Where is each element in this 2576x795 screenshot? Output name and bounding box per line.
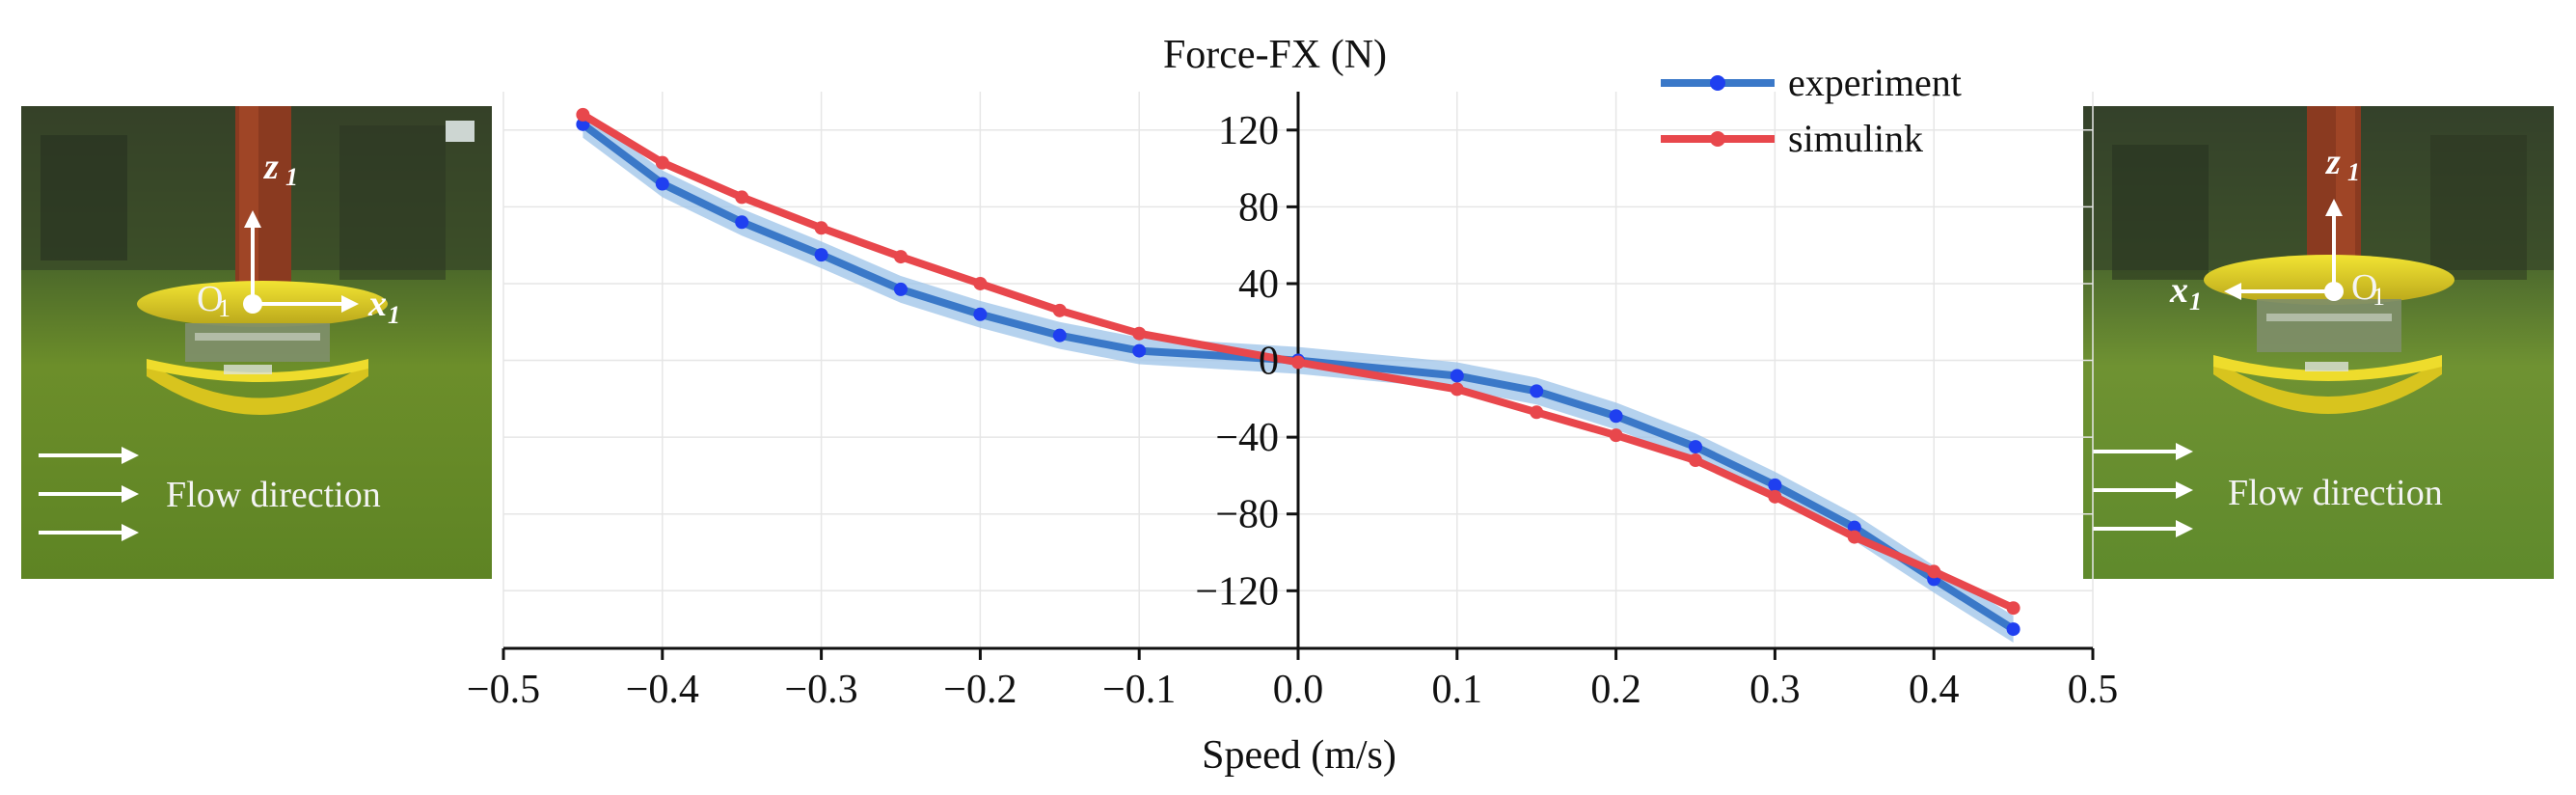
legend-marker-experiment — [1710, 75, 1725, 91]
data-point-simulink — [1689, 453, 1702, 468]
photo-left-x-label: x — [367, 284, 387, 324]
x-tick-label: −0.3 — [785, 668, 858, 712]
data-point-simulink — [1530, 405, 1544, 420]
photo-right-flow-label: Flow direction — [2228, 473, 2443, 513]
data-point-experiment — [1052, 328, 1067, 343]
x-tick-label: −0.2 — [943, 668, 1017, 712]
legend-marker-simulink — [1710, 131, 1725, 147]
x-axis-title: Speed (m/s) — [1202, 733, 1396, 778]
data-point-experiment — [1132, 343, 1147, 358]
y-tick-label: −120 — [1195, 569, 1279, 614]
photo-right-z-sub: 1 — [2347, 158, 2360, 186]
data-point-simulink — [735, 190, 749, 205]
photo-right-image: z 1 x 1 O 1 Flow direction — [2083, 106, 2554, 579]
data-point-experiment — [655, 177, 669, 191]
data-point-experiment — [1689, 440, 1702, 454]
y-tick-label: 80 — [1238, 185, 1279, 230]
data-point-experiment — [1450, 369, 1464, 383]
y-tick-label: −40 — [1215, 416, 1279, 460]
legend: experiment simulink — [1661, 61, 1962, 160]
data-point-experiment — [1530, 384, 1544, 398]
data-point-experiment — [1847, 520, 1861, 535]
x-tick-label: 0.5 — [2068, 668, 2119, 712]
photo-left-origin-label: O — [197, 279, 223, 319]
photo-left: z 1 x 1 O 1 Flow direction — [21, 106, 492, 579]
photo-left-flow-arrows — [39, 447, 139, 541]
photo-left-flow-label: Flow direction — [166, 475, 381, 515]
data-point-simulink — [1132, 326, 1147, 341]
photo-right-x-label: x — [2169, 270, 2188, 311]
legend-label-experiment: experiment — [1788, 61, 1962, 104]
photo-right-x-sub: 1 — [2189, 288, 2202, 315]
y-tick-label: 120 — [1218, 109, 1279, 153]
data-point-simulink — [576, 107, 590, 122]
y-tick-label: 0 — [1259, 340, 1279, 384]
x-tick-label: 0.1 — [1432, 668, 1483, 712]
photo-left-image: z 1 x 1 O 1 Flow direction — [21, 106, 492, 579]
photo-left-origin-sub: 1 — [218, 294, 230, 322]
photo-right-origin-label: O — [2351, 267, 2377, 308]
data-point-simulink — [814, 221, 828, 235]
axes — [502, 92, 2095, 660]
data-point-simulink — [655, 155, 669, 170]
photo-left-x-sub: 1 — [388, 301, 400, 329]
data-point-simulink — [894, 250, 908, 264]
data-point-simulink — [2006, 601, 2020, 616]
chart-title: Force-FX (N) — [1163, 33, 1387, 77]
data-point-simulink — [1450, 382, 1464, 397]
data-point-simulink — [1847, 530, 1861, 544]
y-tick-label: 40 — [1238, 262, 1279, 307]
legend-label-simulink: simulink — [1788, 117, 1923, 160]
data-point-simulink — [1291, 355, 1305, 370]
x-tick-label: −0.4 — [626, 668, 699, 712]
data-point-experiment — [2006, 622, 2020, 637]
data-point-simulink — [1609, 428, 1623, 443]
x-tick-label: 0.0 — [1273, 668, 1324, 712]
photo-left-z-label: z — [262, 147, 279, 187]
data-point-experiment — [894, 282, 908, 296]
data-point-simulink — [1927, 564, 1941, 579]
series — [576, 107, 2020, 637]
data-point-experiment — [1768, 478, 1782, 492]
photo-right-z-label: z — [2324, 142, 2341, 182]
photo-right-flow-arrows — [2093, 443, 2193, 537]
x-tick-label: 0.2 — [1590, 668, 1641, 712]
x-tick-label: 0.3 — [1749, 668, 1801, 712]
data-point-experiment — [735, 215, 749, 230]
data-point-experiment — [1609, 409, 1623, 424]
y-tick-label: −80 — [1215, 493, 1279, 537]
data-point-simulink — [1052, 303, 1067, 317]
data-point-simulink — [973, 276, 988, 290]
tick-labels: −0.5 −0.4 −0.3 −0.2 −0.1 0.0 0.1 0.2 0.3 0.4 0.5 12… — [467, 109, 2118, 712]
x-tick-label: 0.4 — [1909, 668, 1960, 712]
x-tick-label: −0.1 — [1102, 668, 1176, 712]
photo-right: z 1 x 1 O 1 Flow direction — [2083, 106, 2554, 579]
data-point-experiment — [973, 307, 988, 321]
data-point-experiment — [814, 248, 828, 262]
photo-right-origin-sub: 1 — [2373, 283, 2385, 311]
photo-left-z-sub: 1 — [285, 163, 298, 191]
x-tick-label: −0.5 — [467, 668, 540, 712]
data-point-simulink — [1768, 489, 1782, 504]
